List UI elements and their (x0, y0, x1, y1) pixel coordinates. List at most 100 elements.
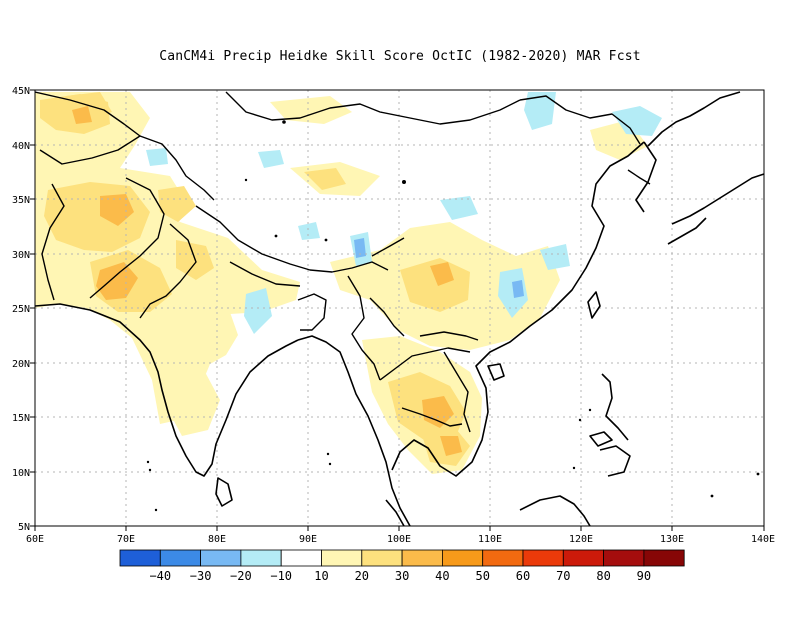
lon-label-70e: 70E (117, 534, 135, 545)
colorbar-label: −10 (270, 569, 292, 583)
lon-label-80e: 80E (208, 534, 226, 545)
coast-sumatra (385, 499, 405, 526)
shade-kazakh-hot (72, 106, 92, 124)
border-laos-vietnam (443, 351, 471, 433)
lat-label-40n: 40N (12, 141, 30, 152)
shade-manchuria-neg (612, 106, 662, 136)
coast-sri-lanka (215, 477, 233, 507)
colorbar-swatch (401, 549, 443, 567)
lat-label-30n: 30N (12, 250, 30, 261)
border-thai-cambodia (401, 407, 463, 427)
shade-karakoram-neg (146, 148, 168, 166)
border-russia-kazakh (35, 91, 141, 137)
shade-north-india (168, 218, 300, 314)
border-china-myanmar (369, 297, 405, 337)
shade-pakistan-hot (96, 262, 138, 300)
colorbar-label: 40 (435, 569, 449, 583)
coast-bay-of-bengal (297, 335, 411, 526)
coast-mindanao (599, 445, 631, 477)
lat-label-20n: 20N (12, 359, 30, 370)
border-inner-china (371, 237, 405, 257)
colorbar-label: −30 (190, 569, 212, 583)
shade-tibet-neg-strong (354, 238, 366, 258)
colorbar-swatch (361, 549, 403, 567)
gridlines (35, 90, 764, 526)
colorbar-swatch (562, 549, 604, 567)
lat-tick-labels: 5N 10N 15N 20N 25N 30N 35N 40N 45N (12, 86, 30, 533)
shade-yunnan-neg (298, 222, 320, 240)
coast-luzon (601, 373, 629, 441)
border-himalaya (195, 205, 389, 273)
colorbar-swatch (603, 549, 645, 567)
lat-label-45n: 45N (12, 86, 30, 97)
colorbar-label: 90 (637, 569, 651, 583)
shade-china-hot (430, 262, 454, 286)
colorbar-label: 30 (395, 569, 409, 583)
shade-west-china-neg (258, 150, 284, 168)
lon-label-60e: 60E (26, 534, 44, 545)
lon-label-90e: 90E (299, 534, 317, 545)
colorbar-swatch (159, 549, 202, 567)
coast-japan-south (667, 217, 707, 245)
border-central-asia (39, 135, 215, 201)
borders (35, 91, 651, 433)
lat-label-15n: 15N (12, 413, 30, 424)
shade-east-china-neg (540, 244, 570, 270)
colorbar-swatch (522, 549, 564, 567)
coast-gulf-of-thailand (391, 141, 645, 477)
axis-ticks (30, 89, 765, 531)
colorbar-label: 10 (314, 569, 328, 583)
coast-borneo (519, 495, 591, 526)
colorbar-label: −20 (230, 569, 252, 583)
colorbar-label: 70 (556, 569, 570, 583)
coast-arabian-sea (35, 303, 299, 477)
shade-china-mid-neg (440, 196, 478, 220)
shade-deccan (168, 372, 220, 436)
lat-label-35n: 35N (12, 195, 30, 206)
colorbar-label: 60 (516, 569, 530, 583)
colorbar (119, 549, 685, 567)
shade-kashmir (158, 186, 196, 222)
colorbar-label: −40 (149, 569, 171, 583)
shade-tibet-east (400, 258, 470, 312)
border-afghanistan-pakistan (89, 177, 165, 299)
shade-north-china-core (304, 168, 346, 190)
border-myanmar (347, 275, 381, 381)
chart-title: CanCM4i Precip Heidke Skill Score OctIC … (159, 49, 641, 64)
colorbar-label: 80 (596, 569, 610, 583)
lon-label-130e: 130E (660, 534, 684, 545)
lon-label-100e: 100E (387, 534, 411, 545)
colorbar-swatch (441, 549, 484, 567)
shade-india-neg (244, 288, 272, 334)
coast-korea-east (647, 91, 741, 147)
border-thailand-laos (379, 347, 471, 381)
islands (146, 120, 760, 512)
shade-inner-mongolia-neg (524, 92, 556, 130)
lat-label-25n: 25N (12, 304, 30, 315)
colorbar-swatch (321, 549, 363, 567)
colorbar-swatch (200, 549, 242, 567)
lat-label-5n: 5N (18, 522, 30, 533)
coast-taiwan (587, 291, 601, 319)
border-china-north (519, 95, 641, 145)
border-korea (627, 169, 651, 185)
border-iran-afghanistan (41, 183, 65, 301)
colorbar-swatch (240, 549, 282, 567)
lon-label-120e: 120E (569, 534, 593, 545)
colorbar-swatch (482, 549, 524, 567)
coast-visayas (589, 431, 613, 447)
border-mongolia (225, 91, 521, 125)
coast-japan (671, 173, 764, 225)
border-china-vietnam (419, 331, 479, 341)
lon-tick-labels: 60E 70E 80E 90E 100E 110E 120E 130E 140E (26, 534, 775, 545)
border-pakistan-india (139, 223, 197, 319)
border-bangladesh (297, 293, 327, 331)
shade-mongolia (270, 96, 352, 124)
colorbar-label: 20 (355, 569, 369, 583)
shade-south-china-neg-strong (512, 280, 524, 298)
colorbar-swatch (119, 549, 161, 567)
colorbar-swatch (643, 549, 685, 567)
shade-thai-hot (422, 396, 454, 428)
border-nepal (229, 261, 301, 287)
